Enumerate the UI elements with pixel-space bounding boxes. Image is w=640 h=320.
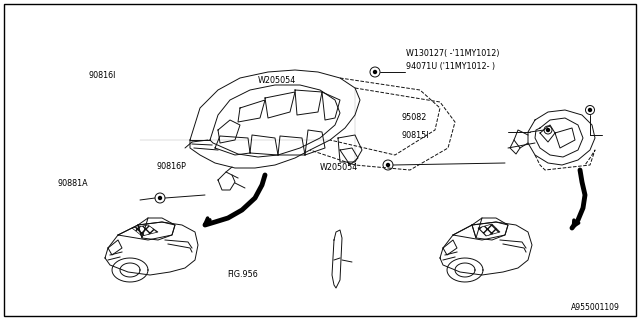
Text: 90816I: 90816I xyxy=(88,71,116,80)
Circle shape xyxy=(159,196,161,199)
Text: 95082: 95082 xyxy=(402,113,428,122)
Circle shape xyxy=(387,164,390,166)
Text: 94071U ('11MY1012- ): 94071U ('11MY1012- ) xyxy=(406,62,495,71)
Circle shape xyxy=(374,70,376,74)
Circle shape xyxy=(547,129,550,132)
Circle shape xyxy=(589,108,591,111)
Text: W205054: W205054 xyxy=(320,163,358,172)
Text: W205054: W205054 xyxy=(257,76,296,84)
Text: FIG.956: FIG.956 xyxy=(227,270,258,279)
Text: 90881A: 90881A xyxy=(58,179,88,188)
Text: W130127( -'11MY1012): W130127( -'11MY1012) xyxy=(406,49,500,58)
Text: 90816P: 90816P xyxy=(157,162,187,171)
Text: A955001109: A955001109 xyxy=(571,303,620,312)
Text: 90815I: 90815I xyxy=(402,131,429,140)
